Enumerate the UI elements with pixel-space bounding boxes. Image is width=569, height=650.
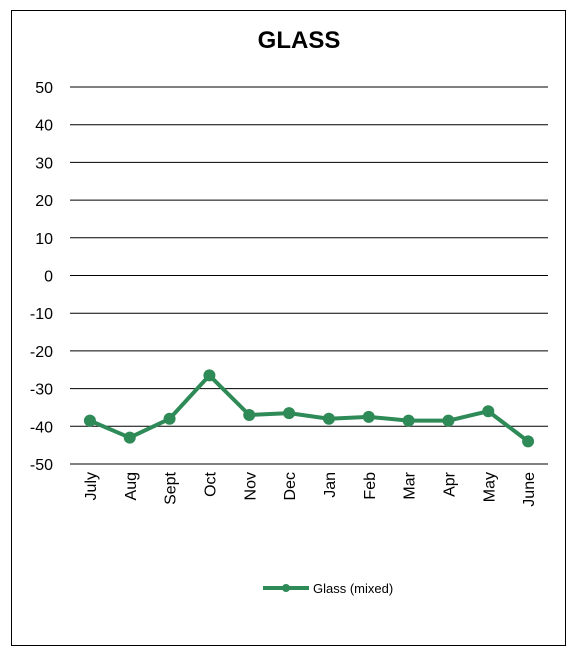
series-glass-mixed — [83, 369, 535, 448]
x-tick-label: Dec — [282, 472, 299, 500]
legend: Glass (mixed) — [263, 581, 393, 596]
y-tick-label: -20 — [30, 344, 53, 361]
x-tick-label: Aug — [123, 472, 140, 500]
chart-frame — [11, 10, 566, 646]
x-tick-label: Jan — [322, 472, 339, 498]
data-point — [243, 408, 256, 421]
series-line — [89, 373, 530, 443]
x-tick-label: Apr — [441, 471, 458, 497]
x-tick-label: Oct — [202, 471, 219, 496]
y-tick-label: 50 — [35, 80, 53, 97]
data-point — [163, 412, 176, 425]
chart-title: GLASS — [258, 27, 341, 54]
y-tick-label: -30 — [30, 382, 53, 399]
x-tick-label: Mar — [402, 471, 419, 499]
x-axis-ticks: July Aug Sept Oct Nov Dec Jan Feb Mar Apr May June — [83, 471, 538, 506]
data-point — [283, 407, 296, 420]
legend-label: Glass (mixed) — [313, 581, 393, 596]
y-tick-label: -50 — [30, 457, 53, 474]
data-point — [83, 414, 96, 427]
x-tick-label: Sept — [163, 471, 180, 504]
y-tick-label: 40 — [35, 118, 53, 135]
data-point — [203, 369, 216, 382]
x-tick-label: Feb — [362, 472, 379, 500]
x-tick-label: May — [481, 472, 498, 502]
data-point — [362, 410, 375, 423]
y-tick-label: 30 — [35, 155, 53, 172]
data-point — [482, 405, 495, 418]
data-point — [442, 414, 455, 427]
x-tick-label: Nov — [242, 472, 259, 500]
data-point — [322, 412, 335, 425]
y-tick-label: -10 — [30, 306, 53, 323]
data-point — [402, 414, 415, 427]
gridlines — [70, 86, 548, 465]
x-tick-label: July — [83, 472, 100, 500]
y-tick-label: 0 — [44, 269, 53, 286]
y-tick-label: -40 — [30, 419, 53, 436]
data-point — [123, 431, 136, 444]
data-point — [522, 435, 535, 448]
x-tick-label: June — [521, 472, 538, 507]
y-tick-label: 10 — [35, 231, 53, 248]
y-tick-label: 20 — [35, 193, 53, 210]
legend-dot-marker — [282, 584, 290, 592]
y-axis-ticks: 50 40 30 20 10 0 -10 -20 -30 -40 -50 — [30, 80, 53, 474]
